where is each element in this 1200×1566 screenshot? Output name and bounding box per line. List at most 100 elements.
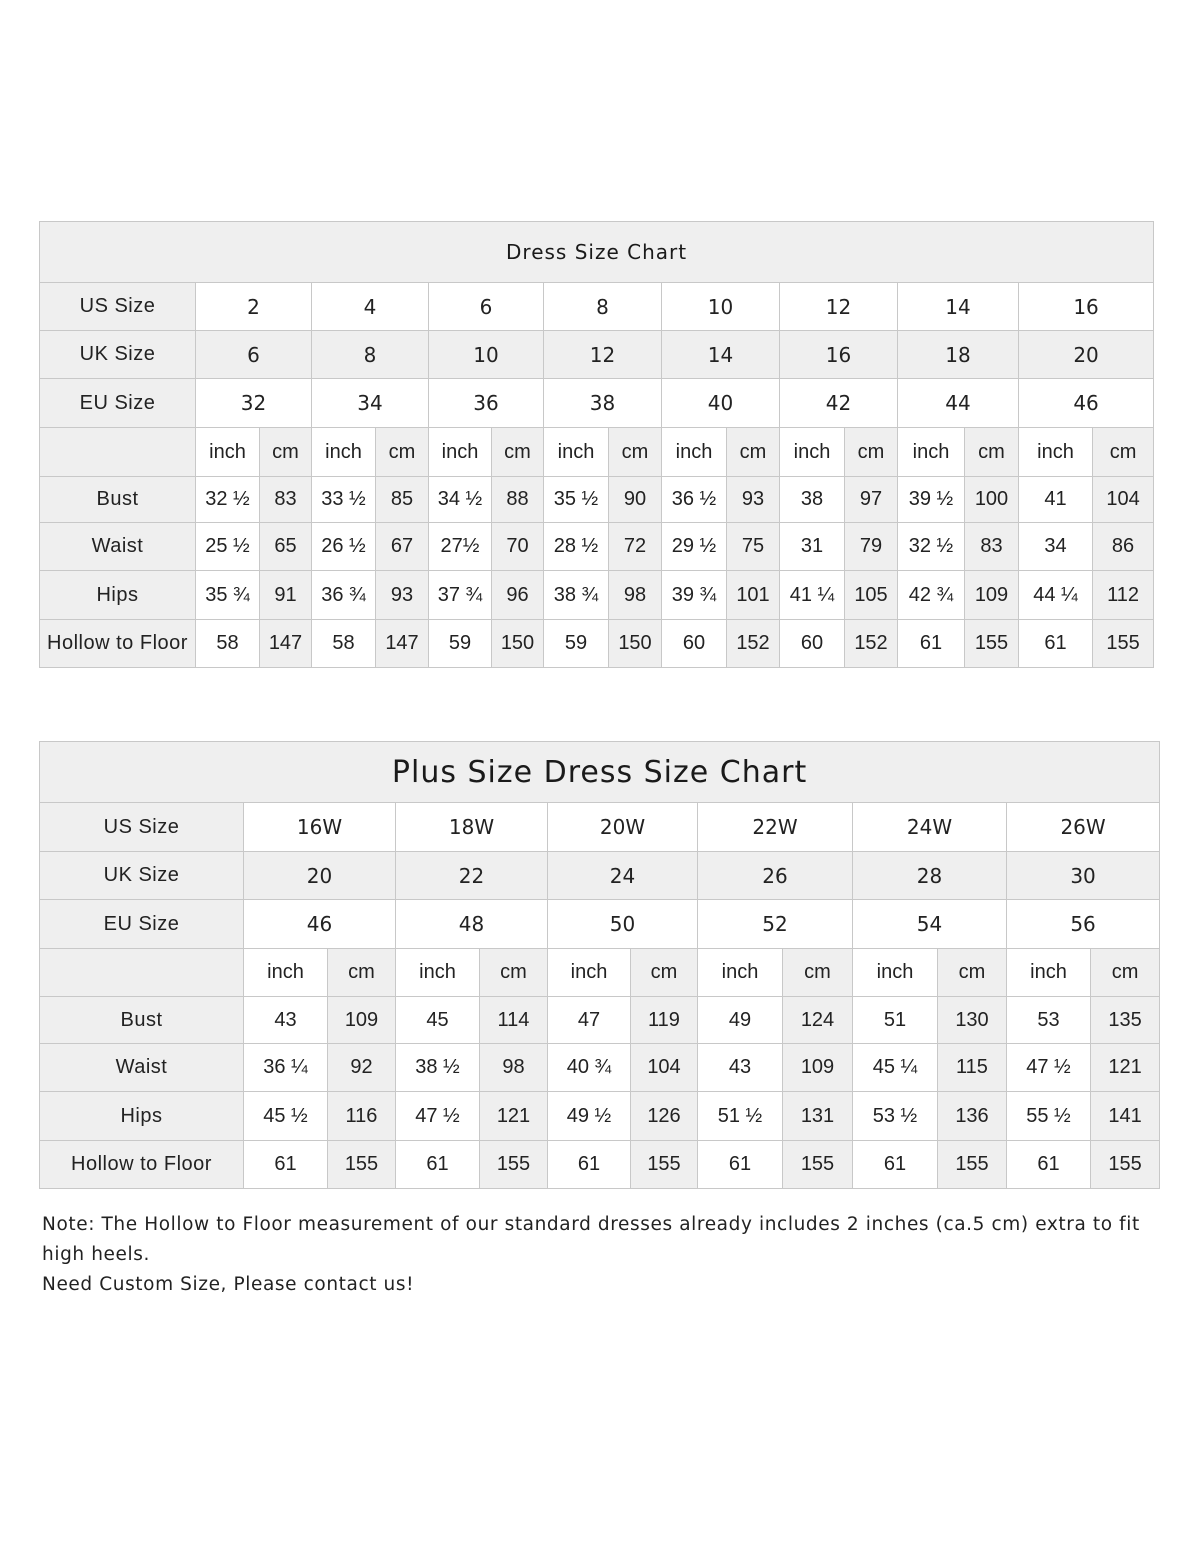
hips-cm-value: 126 <box>630 1091 698 1141</box>
us-size-value: 12 <box>779 282 898 331</box>
us-size-value: 16W <box>243 802 396 852</box>
uk-size-value: 14 <box>661 330 780 379</box>
unit-header-blank <box>39 427 196 477</box>
bust-cm-value: 104 <box>1091 476 1155 523</box>
uk-size-value: 8 <box>311 330 429 379</box>
us-size-value: 10 <box>661 282 780 331</box>
eu-size-value: 40 <box>661 378 780 428</box>
hollow-to-floor-cm-value: 147 <box>259 619 312 668</box>
unit-cm-header: cm <box>491 427 544 477</box>
unit-inch-header: inch <box>395 948 480 997</box>
uk-size-value: 30 <box>1005 851 1161 900</box>
us-size-label: US Size <box>39 282 196 331</box>
unit-cm-header: cm <box>375 427 429 477</box>
unit-inch-header: inch <box>1018 427 1093 477</box>
hips-inch-value: 45 ½ <box>243 1091 328 1141</box>
unit-cm-header: cm <box>608 427 662 477</box>
bust-inch-value: 41 <box>1018 476 1093 523</box>
waist-inch-value: 47 ½ <box>1006 1043 1091 1092</box>
waist-cm-value: 109 <box>782 1043 853 1092</box>
bust-cm-value: 130 <box>937 996 1007 1044</box>
hollow-to-floor-cm-value: 155 <box>1091 619 1155 668</box>
us-size-value: 20W <box>547 802 698 852</box>
hollow-to-floor-inch-value: 61 <box>243 1140 328 1189</box>
bust-inch-value: 43 <box>243 996 328 1044</box>
measure-label-hips: Hips <box>39 1091 244 1141</box>
uk-size-value: 22 <box>395 851 548 900</box>
bust-cm-value: 100 <box>964 476 1019 523</box>
size-note: Note: The Hollow to Floor measurement of… <box>42 1210 1152 1300</box>
measure-label-waist: Waist <box>39 522 196 571</box>
hollow-to-floor-cm-value: 155 <box>937 1140 1007 1189</box>
hips-inch-value: 51 ½ <box>697 1091 783 1141</box>
bust-cm-value: 97 <box>844 476 898 523</box>
eu-size-value: 54 <box>852 899 1007 949</box>
hips-inch-value: 37 ¾ <box>428 570 492 620</box>
hollow-to-floor-cm-value: 152 <box>726 619 780 668</box>
waist-cm-value: 86 <box>1091 522 1155 571</box>
hollow-to-floor-cm-value: 150 <box>491 619 544 668</box>
waist-cm-value: 92 <box>327 1043 396 1092</box>
waist-cm-value: 115 <box>937 1043 1007 1092</box>
us-size-value: 2 <box>195 282 312 331</box>
unit-cm-header: cm <box>259 427 312 477</box>
hollow-to-floor-inch-value: 58 <box>195 619 260 668</box>
note-custom-size: Need Custom Size, Please contact us! <box>42 1274 415 1295</box>
uk-size-value: 26 <box>697 851 853 900</box>
hollow-to-floor-inch-value: 59 <box>543 619 609 668</box>
us-size-value: 22W <box>697 802 853 852</box>
measure-label-hollow-to-floor: Hollow to Floor <box>39 1140 244 1189</box>
eu-size-value: 48 <box>395 899 548 949</box>
hips-cm-value: 131 <box>782 1091 853 1141</box>
hollow-to-floor-inch-value: 58 <box>311 619 376 668</box>
waist-inch-value: 45 ¼ <box>852 1043 938 1092</box>
bust-cm-value: 135 <box>1089 996 1161 1044</box>
hollow-to-floor-cm-value: 155 <box>964 619 1019 668</box>
hips-inch-value: 47 ½ <box>395 1091 480 1141</box>
hollow-to-floor-cm-value: 155 <box>782 1140 853 1189</box>
hollow-to-floor-inch-value: 59 <box>428 619 492 668</box>
uk-size-value: 24 <box>547 851 698 900</box>
uk-size-value: 6 <box>195 330 312 379</box>
hips-cm-value: 116 <box>327 1091 396 1141</box>
hollow-to-floor-inch-value: 60 <box>661 619 727 668</box>
hollow-to-floor-cm-value: 155 <box>479 1140 548 1189</box>
waist-inch-value: 25 ½ <box>195 522 260 571</box>
unit-cm-header: cm <box>782 948 853 997</box>
waist-cm-value: 98 <box>479 1043 548 1092</box>
unit-inch-header: inch <box>195 427 260 477</box>
hips-inch-value: 38 ¾ <box>543 570 609 620</box>
measure-label-hollow-to-floor: Hollow to Floor <box>39 619 196 668</box>
bust-cm-value: 109 <box>327 996 396 1044</box>
bust-inch-value: 49 <box>697 996 783 1044</box>
eu-size-value: 36 <box>428 378 544 428</box>
unit-cm-header: cm <box>327 948 396 997</box>
hips-inch-value: 39 ¾ <box>661 570 727 620</box>
waist-cm-value: 83 <box>964 522 1019 571</box>
us-size-value: 24W <box>852 802 1007 852</box>
waist-cm-value: 104 <box>630 1043 698 1092</box>
waist-cm-value: 79 <box>844 522 898 571</box>
us-size-value: 6 <box>428 282 544 331</box>
chart-title: Plus Size Dress Size Chart <box>38 741 1161 803</box>
uk-size-label: UK Size <box>39 330 196 379</box>
hips-inch-value: 35 ¾ <box>195 570 260 620</box>
bust-inch-value: 38 <box>779 476 845 523</box>
bust-cm-value: 114 <box>479 996 548 1044</box>
waist-inch-value: 34 <box>1018 522 1093 571</box>
eu-size-value: 34 <box>311 378 429 428</box>
hips-cm-value: 112 <box>1091 570 1155 620</box>
bust-cm-value: 90 <box>608 476 662 523</box>
eu-size-value: 50 <box>547 899 698 949</box>
unit-inch-header: inch <box>779 427 845 477</box>
waist-cm-value: 72 <box>608 522 662 571</box>
unit-header-blank <box>39 948 244 997</box>
unit-cm-header: cm <box>1089 948 1161 997</box>
waist-inch-value: 28 ½ <box>543 522 609 571</box>
hips-cm-value: 93 <box>375 570 429 620</box>
bust-inch-value: 45 <box>395 996 480 1044</box>
eu-size-value: 52 <box>697 899 853 949</box>
hips-inch-value: 36 ¾ <box>311 570 376 620</box>
dress-size-chart-table: Dress Size Chart US Size 2 4 6 8 10 12 14 16 UK Si… <box>38 221 1155 668</box>
hollow-to-floor-cm-value: 155 <box>630 1140 698 1189</box>
